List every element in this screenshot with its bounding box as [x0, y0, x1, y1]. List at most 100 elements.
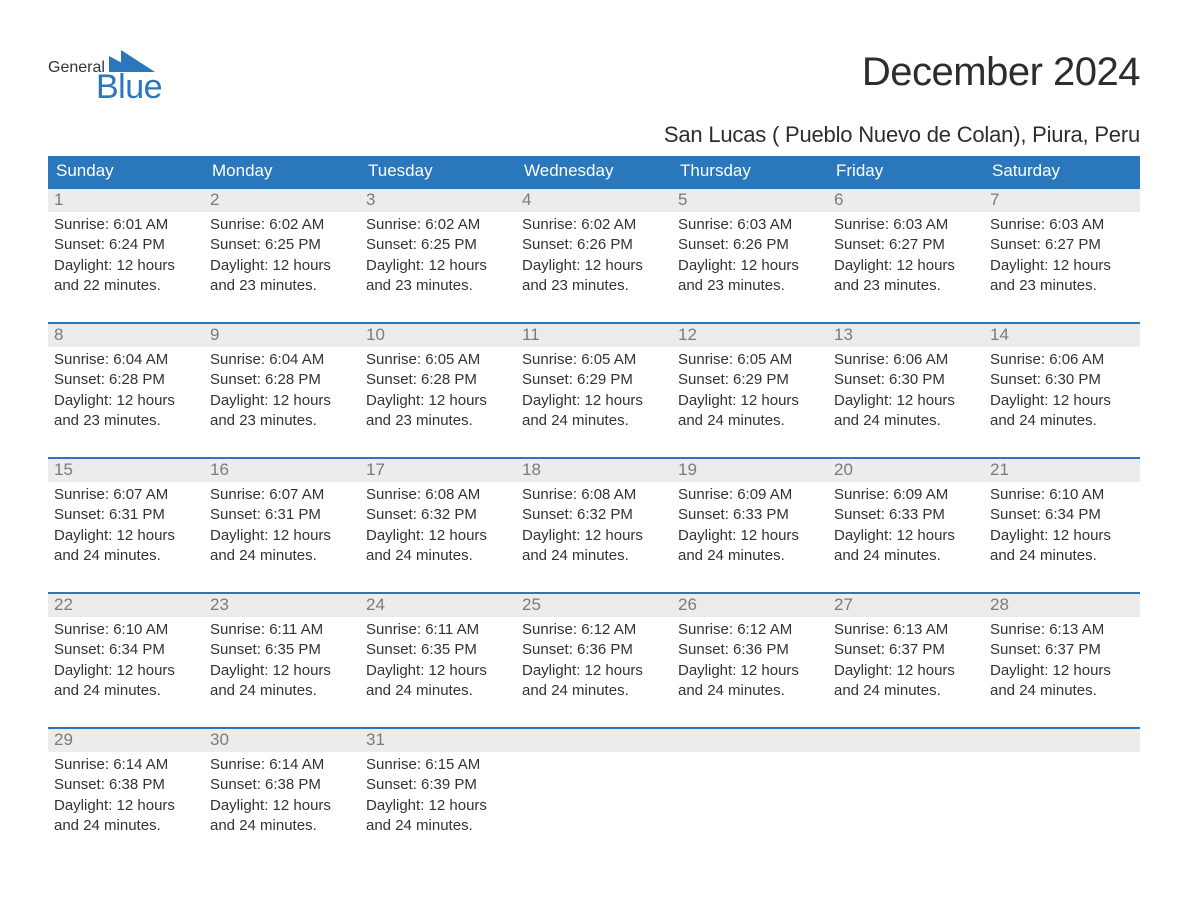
day-number: 4 [516, 189, 672, 212]
daylight-text-1: Daylight: 12 hours [366, 661, 510, 681]
calendar-cell: 15Sunrise: 6:07 AMSunset: 6:31 PMDayligh… [48, 458, 204, 593]
daylight-text-1: Daylight: 12 hours [678, 661, 822, 681]
sunrise-text: Sunrise: 6:15 AM [366, 755, 510, 775]
calendar-cell: 29Sunrise: 6:14 AMSunset: 6:38 PMDayligh… [48, 728, 204, 862]
day-details: Sunrise: 6:08 AMSunset: 6:32 PMDaylight:… [360, 482, 516, 592]
day-details: Sunrise: 6:04 AMSunset: 6:28 PMDaylight:… [48, 347, 204, 457]
sunrise-text: Sunrise: 6:12 AM [678, 620, 822, 640]
calendar-week-row: 29Sunrise: 6:14 AMSunset: 6:38 PMDayligh… [48, 728, 1140, 862]
day-details: Sunrise: 6:15 AMSunset: 6:39 PMDaylight:… [360, 752, 516, 862]
daylight-text-2: and 24 minutes. [834, 681, 978, 701]
day-details: Sunrise: 6:05 AMSunset: 6:28 PMDaylight:… [360, 347, 516, 457]
day-details: Sunrise: 6:12 AMSunset: 6:36 PMDaylight:… [516, 617, 672, 727]
calendar-cell: 1Sunrise: 6:01 AMSunset: 6:24 PMDaylight… [48, 188, 204, 323]
daylight-text-1: Daylight: 12 hours [834, 256, 978, 276]
daylight-text-2: and 24 minutes. [366, 816, 510, 836]
calendar-cell [516, 728, 672, 862]
sunset-text: Sunset: 6:35 PM [210, 640, 354, 660]
day-number: 20 [828, 459, 984, 482]
daylight-text-1: Daylight: 12 hours [210, 256, 354, 276]
day-number: 29 [48, 729, 204, 752]
daylight-text-1: Daylight: 12 hours [834, 661, 978, 681]
page-title: December 2024 [862, 50, 1140, 95]
sunset-text: Sunset: 6:36 PM [522, 640, 666, 660]
sunrise-text: Sunrise: 6:03 AM [990, 215, 1134, 235]
daylight-text-2: and 24 minutes. [678, 546, 822, 566]
page-header: General Blue December 2024 [48, 50, 1140, 104]
calendar-cell: 28Sunrise: 6:13 AMSunset: 6:37 PMDayligh… [984, 593, 1140, 728]
day-number: 11 [516, 324, 672, 347]
calendar-cell [828, 728, 984, 862]
day-details: Sunrise: 6:13 AMSunset: 6:37 PMDaylight:… [828, 617, 984, 727]
day-details: Sunrise: 6:10 AMSunset: 6:34 PMDaylight:… [984, 482, 1140, 592]
day-number: 27 [828, 594, 984, 617]
sunrise-text: Sunrise: 6:10 AM [990, 485, 1134, 505]
daylight-text-2: and 24 minutes. [678, 681, 822, 701]
calendar-cell: 31Sunrise: 6:15 AMSunset: 6:39 PMDayligh… [360, 728, 516, 862]
day-number: 25 [516, 594, 672, 617]
calendar-cell: 27Sunrise: 6:13 AMSunset: 6:37 PMDayligh… [828, 593, 984, 728]
daylight-text-2: and 24 minutes. [990, 681, 1134, 701]
calendar-cell [672, 728, 828, 862]
daylight-text-2: and 24 minutes. [990, 546, 1134, 566]
sunrise-text: Sunrise: 6:14 AM [210, 755, 354, 775]
daylight-text-1: Daylight: 12 hours [366, 796, 510, 816]
sunrise-text: Sunrise: 6:09 AM [678, 485, 822, 505]
calendar-cell [984, 728, 1140, 862]
calendar-cell: 7Sunrise: 6:03 AMSunset: 6:27 PMDaylight… [984, 188, 1140, 323]
sunset-text: Sunset: 6:25 PM [366, 235, 510, 255]
day-details: Sunrise: 6:11 AMSunset: 6:35 PMDaylight:… [360, 617, 516, 727]
day-number: 7 [984, 189, 1140, 212]
day-details: Sunrise: 6:14 AMSunset: 6:38 PMDaylight:… [204, 752, 360, 862]
dayname-header: Tuesday [360, 156, 516, 188]
sunset-text: Sunset: 6:27 PM [990, 235, 1134, 255]
sunset-text: Sunset: 6:37 PM [834, 640, 978, 660]
calendar-cell: 9Sunrise: 6:04 AMSunset: 6:28 PMDaylight… [204, 323, 360, 458]
daylight-text-1: Daylight: 12 hours [54, 796, 198, 816]
calendar-cell: 10Sunrise: 6:05 AMSunset: 6:28 PMDayligh… [360, 323, 516, 458]
sunrise-text: Sunrise: 6:02 AM [366, 215, 510, 235]
day-number: 18 [516, 459, 672, 482]
calendar-cell: 26Sunrise: 6:12 AMSunset: 6:36 PMDayligh… [672, 593, 828, 728]
day-details: Sunrise: 6:07 AMSunset: 6:31 PMDaylight:… [48, 482, 204, 592]
day-details: Sunrise: 6:02 AMSunset: 6:26 PMDaylight:… [516, 212, 672, 322]
daylight-text-1: Daylight: 12 hours [54, 256, 198, 276]
calendar-week-row: 15Sunrise: 6:07 AMSunset: 6:31 PMDayligh… [48, 458, 1140, 593]
daylight-text-1: Daylight: 12 hours [990, 391, 1134, 411]
sunrise-text: Sunrise: 6:03 AM [834, 215, 978, 235]
calendar-cell: 18Sunrise: 6:08 AMSunset: 6:32 PMDayligh… [516, 458, 672, 593]
day-number: 19 [672, 459, 828, 482]
daylight-text-2: and 23 minutes. [54, 411, 198, 431]
calendar-week-row: 1Sunrise: 6:01 AMSunset: 6:24 PMDaylight… [48, 188, 1140, 323]
calendar-cell: 20Sunrise: 6:09 AMSunset: 6:33 PMDayligh… [828, 458, 984, 593]
sunrise-text: Sunrise: 6:11 AM [366, 620, 510, 640]
sunrise-text: Sunrise: 6:05 AM [522, 350, 666, 370]
day-number: 21 [984, 459, 1140, 482]
day-details: Sunrise: 6:01 AMSunset: 6:24 PMDaylight:… [48, 212, 204, 322]
daylight-text-1: Daylight: 12 hours [210, 526, 354, 546]
day-number: 6 [828, 189, 984, 212]
day-number: 26 [672, 594, 828, 617]
daylight-text-1: Daylight: 12 hours [54, 391, 198, 411]
day-details: Sunrise: 6:02 AMSunset: 6:25 PMDaylight:… [360, 212, 516, 322]
day-number: 13 [828, 324, 984, 347]
location-subtitle: San Lucas ( Pueblo Nuevo de Colan), Piur… [48, 122, 1140, 148]
calendar-header-row: SundayMondayTuesdayWednesdayThursdayFrid… [48, 156, 1140, 188]
day-details: Sunrise: 6:07 AMSunset: 6:31 PMDaylight:… [204, 482, 360, 592]
daylight-text-1: Daylight: 12 hours [678, 256, 822, 276]
day-details [516, 752, 672, 860]
day-number: 15 [48, 459, 204, 482]
day-details: Sunrise: 6:06 AMSunset: 6:30 PMDaylight:… [984, 347, 1140, 457]
sunset-text: Sunset: 6:33 PM [678, 505, 822, 525]
day-details: Sunrise: 6:06 AMSunset: 6:30 PMDaylight:… [828, 347, 984, 457]
day-number: 10 [360, 324, 516, 347]
daylight-text-1: Daylight: 12 hours [834, 526, 978, 546]
day-number: 22 [48, 594, 204, 617]
daylight-text-2: and 24 minutes. [210, 546, 354, 566]
sunset-text: Sunset: 6:38 PM [210, 775, 354, 795]
sunrise-text: Sunrise: 6:02 AM [210, 215, 354, 235]
day-number: 2 [204, 189, 360, 212]
calendar-cell: 2Sunrise: 6:02 AMSunset: 6:25 PMDaylight… [204, 188, 360, 323]
daylight-text-2: and 23 minutes. [990, 276, 1134, 296]
day-number: 9 [204, 324, 360, 347]
